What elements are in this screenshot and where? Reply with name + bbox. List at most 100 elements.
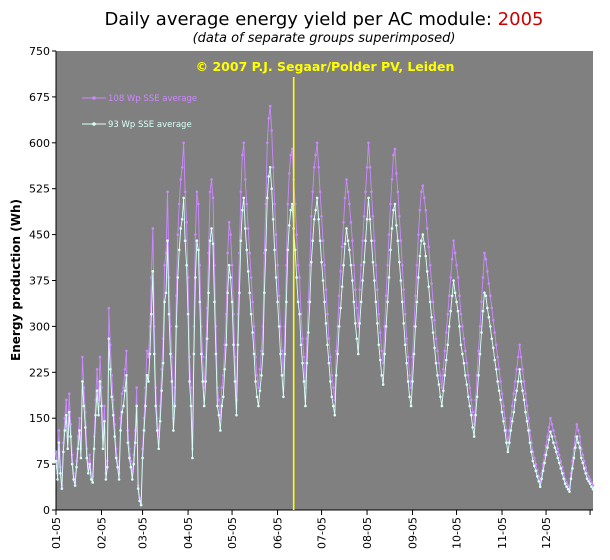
data-point (311, 190, 315, 194)
data-point (417, 276, 420, 279)
data-point (220, 404, 224, 408)
data-point (280, 349, 284, 353)
data-point (519, 380, 523, 383)
data-point (340, 285, 344, 288)
data-point (271, 165, 275, 169)
data-point (207, 251, 210, 255)
data-point (135, 386, 138, 389)
data-point (511, 419, 514, 423)
data-point (283, 352, 287, 356)
data-point (62, 450, 65, 454)
data-point (417, 233, 420, 236)
data-point (519, 355, 523, 359)
data-point (56, 478, 59, 481)
data-point (537, 479, 541, 483)
data-point (578, 435, 582, 438)
legend: 108 Wp SSE average 93 Wp SSE average (82, 94, 197, 130)
data-point (489, 325, 492, 328)
data-point (411, 355, 414, 359)
data-point (555, 441, 558, 444)
data-point (531, 459, 535, 463)
data-point (354, 288, 357, 291)
data-point (472, 435, 476, 438)
data-point (213, 300, 216, 304)
data-point (175, 325, 178, 328)
y-tick-label: 375 (29, 275, 50, 288)
data-point (511, 404, 514, 408)
data-point (508, 441, 511, 444)
data-point (220, 386, 224, 389)
data-point (590, 485, 593, 489)
data-point (330, 374, 334, 377)
data-point (477, 349, 480, 353)
data-point (384, 325, 388, 328)
data-point (123, 389, 127, 392)
data-point (75, 465, 78, 469)
data-point (409, 404, 413, 408)
data-point (516, 380, 520, 383)
data-point (334, 349, 338, 353)
data-point (307, 331, 310, 334)
data-point (569, 477, 573, 481)
data-point (547, 438, 551, 441)
data-point (399, 239, 403, 243)
data-point (224, 343, 228, 347)
data-point (475, 395, 479, 399)
data-point (468, 386, 472, 389)
data-point (527, 429, 530, 432)
data-point (67, 392, 71, 396)
data-point (103, 419, 106, 423)
data-point (92, 447, 96, 451)
data-point (150, 276, 153, 279)
data-point (582, 459, 586, 463)
x-tick-label: 11-05 (496, 517, 509, 549)
data-point (233, 380, 237, 383)
data-point (456, 276, 460, 279)
data-point (197, 202, 200, 206)
data-point (327, 337, 331, 340)
data-point (122, 404, 125, 408)
data-point (230, 263, 234, 267)
data-point (349, 221, 353, 224)
data-point (273, 248, 276, 252)
data-point (575, 423, 579, 426)
data-point (221, 395, 225, 399)
data-point (459, 312, 463, 316)
data-point (164, 251, 168, 255)
data-point (261, 352, 265, 356)
data-point (189, 404, 193, 408)
data-point (546, 446, 549, 449)
data-point (512, 392, 516, 396)
data-point (577, 441, 580, 444)
data-point (440, 404, 444, 408)
data-point (352, 300, 356, 304)
data-point (376, 288, 379, 291)
data-point (362, 260, 366, 264)
data-point (308, 300, 312, 304)
data-point (367, 196, 370, 200)
data-point (166, 190, 169, 194)
data-point (108, 367, 112, 371)
data-point (386, 263, 389, 267)
data-point (502, 419, 505, 423)
data-point (180, 218, 184, 221)
data-point (270, 187, 273, 190)
data-point (320, 214, 323, 218)
data-point (122, 386, 125, 389)
data-point (182, 196, 185, 200)
data-point (219, 429, 222, 432)
data-point (268, 165, 272, 169)
data-point (490, 337, 494, 340)
data-point (315, 196, 319, 200)
data-point (295, 233, 298, 236)
data-point (428, 300, 432, 304)
data-point (57, 441, 61, 444)
data-point (354, 322, 357, 325)
data-point (483, 291, 486, 295)
data-point (533, 456, 536, 460)
data-point (412, 352, 416, 356)
data-point (151, 270, 155, 273)
data-point (494, 343, 498, 347)
data-point (264, 202, 268, 206)
data-point (210, 227, 213, 230)
